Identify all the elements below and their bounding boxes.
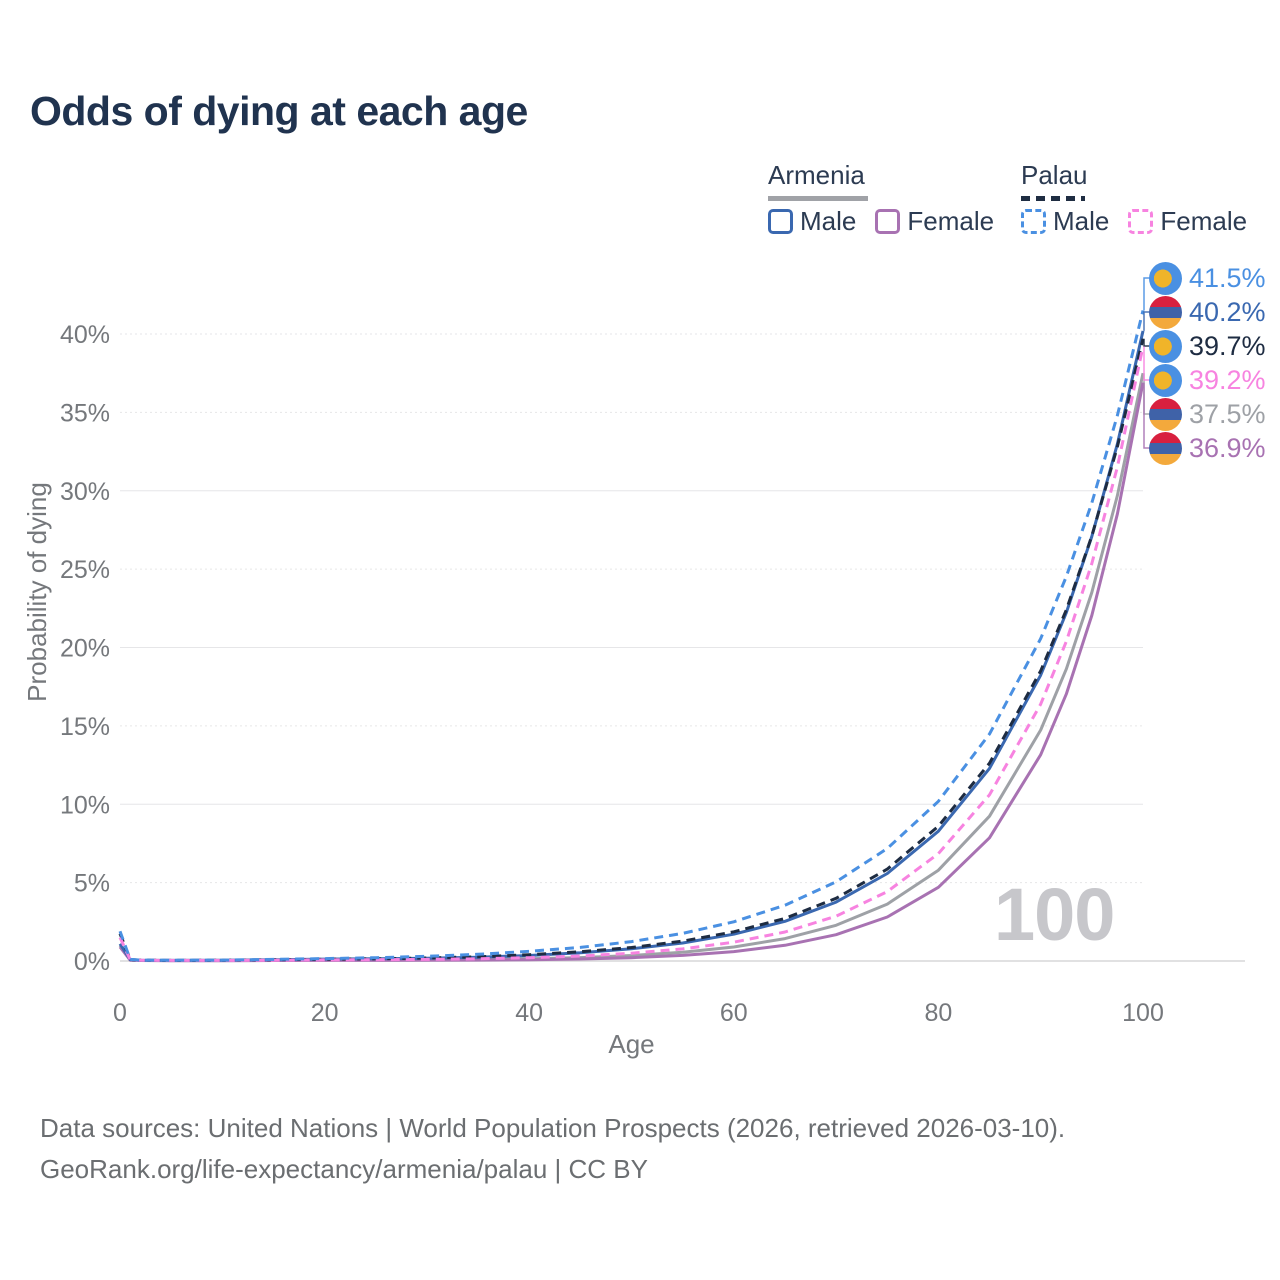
y-tick-label-30: 30%: [60, 478, 110, 506]
legend-armenia-male-swatch[interactable]: [768, 209, 793, 234]
page-title: Odds of dying at each age: [30, 88, 528, 134]
leader-line-armenia_male: [1143, 311, 1150, 331]
legend-palau-male-swatch[interactable]: [1021, 209, 1046, 234]
y-tick-label-25: 25%: [60, 556, 110, 584]
armenia-flag-icon: [1149, 295, 1182, 329]
armenia-flag-icon: [1149, 397, 1182, 431]
y-tick-label-35: 35%: [60, 399, 110, 427]
end-label-row-armenia_male: 40.2%: [1149, 295, 1266, 329]
armenia-flag-icon: [1149, 431, 1182, 465]
legend-palau-female-label[interactable]: Female: [1160, 206, 1248, 236]
series-line-armenia_both[interactable]: [118, 372, 1145, 962]
end-label-row-palau_male: 41.5%: [1149, 261, 1266, 295]
series-line-palau_female[interactable]: [118, 346, 1145, 962]
legend-palau-female-swatch[interactable]: [1128, 209, 1154, 234]
x-tick-label-40: 40: [515, 999, 543, 1027]
y-tick-label-10: 10%: [60, 791, 110, 819]
end-label-value-palau_female: 39.2%: [1189, 364, 1266, 395]
end-label-row-palau_female: 39.2%: [1149, 363, 1266, 397]
legend-armenia-label[interactable]: Armenia: [768, 160, 865, 190]
footer-data-sources: Data sources: United Nations | World Pop…: [40, 1113, 1066, 1143]
legend-palau-male-label[interactable]: Male: [1053, 206, 1110, 236]
palau-flag-icon: [1149, 363, 1182, 397]
legend-items-palau: Male Female: [1021, 206, 1266, 237]
footer: Data sources: United Nations | World Pop…: [40, 1108, 1065, 1190]
legend-armenia-female-swatch[interactable]: [875, 209, 901, 234]
series-line-armenia_male[interactable]: [118, 330, 1145, 962]
y-tick-label-5: 5%: [74, 870, 110, 898]
age-watermark: 100: [994, 873, 1115, 956]
legend-group-palau: Palau: [1021, 160, 1088, 201]
x-tick-label-0: 0: [113, 999, 127, 1027]
series-line-armenia_female[interactable]: [118, 382, 1145, 963]
end-label-value-armenia_both: 37.5%: [1189, 398, 1266, 429]
footer-attribution: GeoRank.org/life-expectancy/armenia/pala…: [40, 1154, 648, 1184]
legend-group-armenia: Armenia: [768, 160, 868, 201]
leader-line-armenia_female: [1143, 382, 1150, 449]
series-line-palau_both[interactable]: [118, 338, 1145, 962]
end-label-value-palau_both: 39.7%: [1189, 330, 1266, 361]
x-tick-label-20: 20: [311, 999, 339, 1027]
leader-line-palau_male: [1143, 277, 1150, 311]
y-tick-label-15: 15%: [60, 713, 110, 741]
y-tick-label-40: 40%: [60, 321, 110, 349]
legend-armenia-male-label[interactable]: Male: [800, 206, 857, 236]
end-label-value-armenia_male: 40.2%: [1189, 296, 1266, 327]
legend-palau-underline: [1021, 196, 1085, 201]
palau-flag-icon: [1149, 329, 1182, 363]
y-tick-label-20: 20%: [60, 635, 110, 663]
x-tick-label-100: 100: [1122, 999, 1164, 1027]
leader-line-palau_female: [1143, 346, 1150, 381]
y-tick-label-0: 0%: [74, 948, 110, 976]
legend-armenia-female-label[interactable]: Female: [907, 206, 995, 236]
series-line-palau_male[interactable]: [118, 310, 1145, 962]
end-label-row-palau_both: 39.7%: [1149, 329, 1266, 363]
leader-line-palau_both: [1143, 338, 1150, 347]
end-label-value-palau_male: 41.5%: [1189, 262, 1266, 293]
palau-flag-icon: [1149, 261, 1182, 295]
x-axis-label: Age: [608, 1029, 654, 1059]
end-label-row-armenia_both: 37.5%: [1149, 397, 1266, 431]
legend-items-armenia: Male Female: [768, 206, 1013, 237]
legend-palau-label[interactable]: Palau: [1021, 160, 1088, 190]
x-tick-label-80: 80: [924, 999, 952, 1027]
y-axis-label: Probability of dying: [22, 482, 52, 702]
end-label-row-armenia_female: 36.9%: [1149, 431, 1266, 465]
x-tick-label-60: 60: [720, 999, 748, 1027]
legend-armenia-underline: [768, 196, 868, 201]
end-label-value-armenia_female: 36.9%: [1189, 432, 1266, 463]
